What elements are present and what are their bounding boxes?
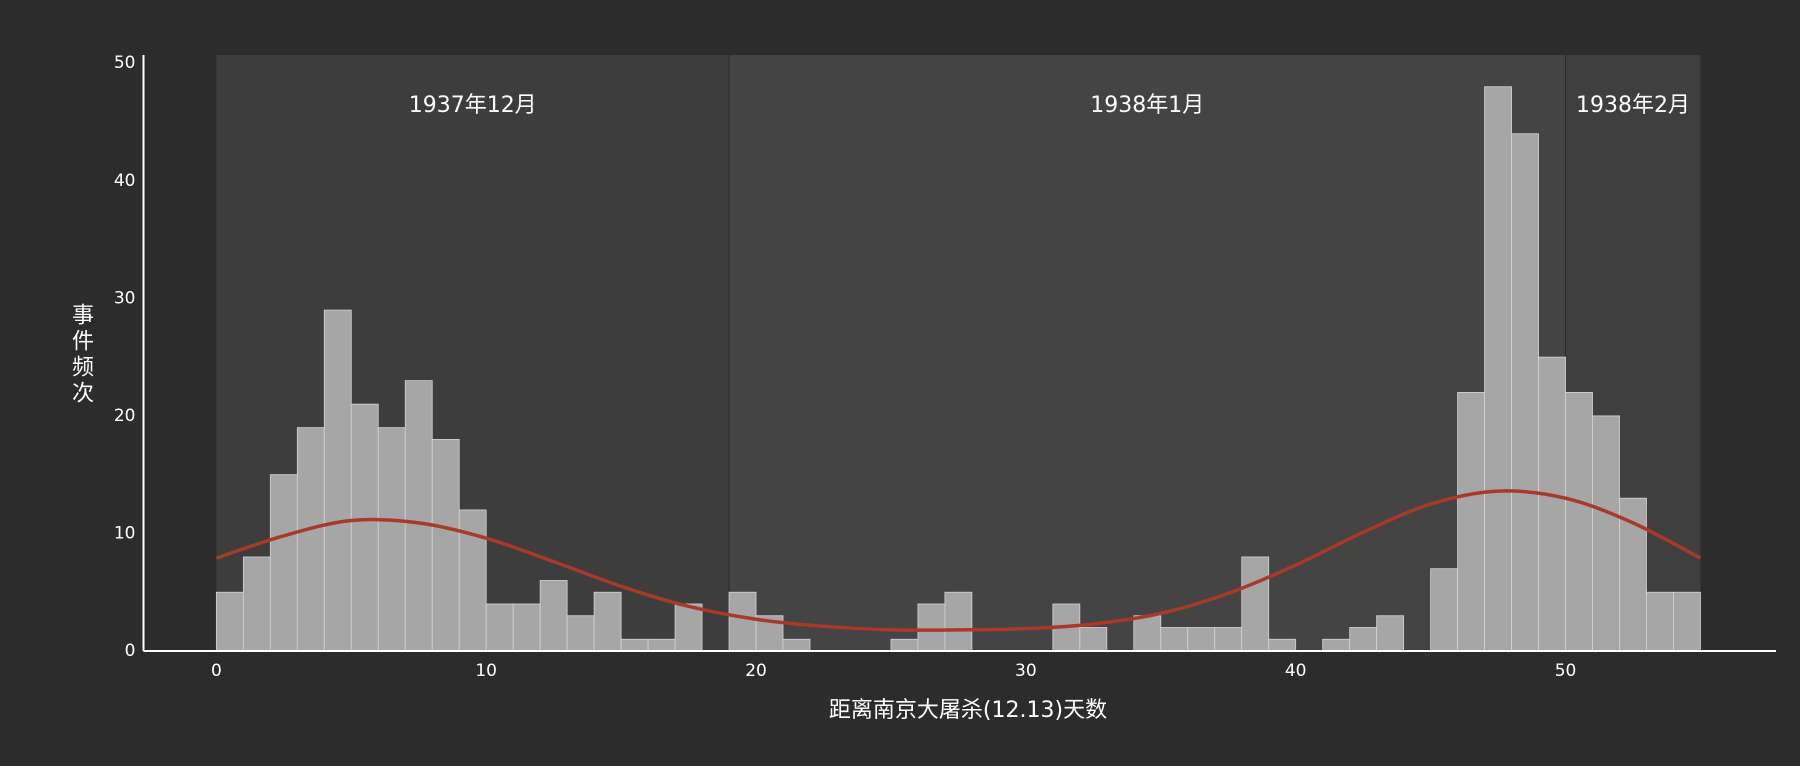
- bar: [296, 427, 325, 652]
- bar: [323, 309, 352, 652]
- bar: [1160, 627, 1189, 652]
- y-tick-label: 10: [114, 523, 136, 543]
- bar: [1322, 638, 1351, 652]
- bar: [1241, 556, 1270, 652]
- x-tick-label: 30: [1015, 661, 1037, 681]
- bar: [1511, 133, 1539, 652]
- bar: [944, 591, 973, 652]
- x-tick-label: 10: [475, 661, 497, 681]
- plot: 1937年12月 1938年1月 1938年2月 0 10 20 30 40 50 0 10 20 30…: [114, 53, 1776, 681]
- bar: [782, 638, 811, 652]
- bar: [1376, 615, 1405, 652]
- bar: [377, 427, 406, 652]
- bar: [1565, 391, 1593, 652]
- bar: [242, 556, 271, 652]
- bar: [1484, 86, 1512, 652]
- x-axis-label: 距离南京大屠杀(12.13)天数: [829, 698, 1107, 723]
- bar: [1592, 415, 1620, 652]
- bar: [1646, 591, 1674, 652]
- bar: [1673, 591, 1701, 652]
- y-tick-label: 50: [114, 53, 136, 73]
- y-tick-label: 20: [114, 406, 136, 426]
- bar: [593, 591, 622, 652]
- bar: [485, 603, 514, 652]
- bar: [512, 603, 541, 652]
- x-tick-label: 0: [211, 661, 222, 681]
- x-tick-label: 40: [1285, 661, 1307, 681]
- bar: [269, 474, 298, 652]
- bar: [1079, 627, 1108, 652]
- bar: [1133, 615, 1162, 652]
- bar: [566, 615, 595, 652]
- bar: [1538, 356, 1566, 652]
- bar: [647, 638, 676, 652]
- bar: [1349, 627, 1378, 652]
- bar: [1268, 638, 1297, 652]
- y-axis-label: 事件频次: [68, 303, 94, 407]
- month-label: 1937年12月: [409, 93, 537, 118]
- bar: [890, 638, 919, 652]
- y-tick-label: 40: [114, 171, 136, 191]
- density-curve: [215, 489, 1702, 632]
- month-label: 1938年2月: [1576, 93, 1690, 118]
- month-band: [729, 55, 1566, 651]
- bar: [674, 603, 703, 652]
- bar: [215, 591, 244, 652]
- bar: [404, 380, 433, 652]
- month-label: 1938年1月: [1090, 93, 1204, 118]
- bar: [1430, 568, 1458, 652]
- bar: [539, 580, 568, 652]
- bar: [431, 439, 460, 652]
- bar: [728, 591, 757, 652]
- x-tick-label: 20: [745, 661, 767, 681]
- x-tick-label: 50: [1555, 661, 1577, 681]
- y-tick-label: 0: [125, 641, 136, 661]
- bar: [620, 638, 649, 652]
- bar: [1214, 627, 1243, 652]
- bar: [350, 403, 379, 652]
- y-tick-label: 30: [114, 288, 136, 308]
- bar: [1457, 391, 1485, 652]
- bar: [917, 603, 946, 652]
- bar: [1187, 627, 1216, 652]
